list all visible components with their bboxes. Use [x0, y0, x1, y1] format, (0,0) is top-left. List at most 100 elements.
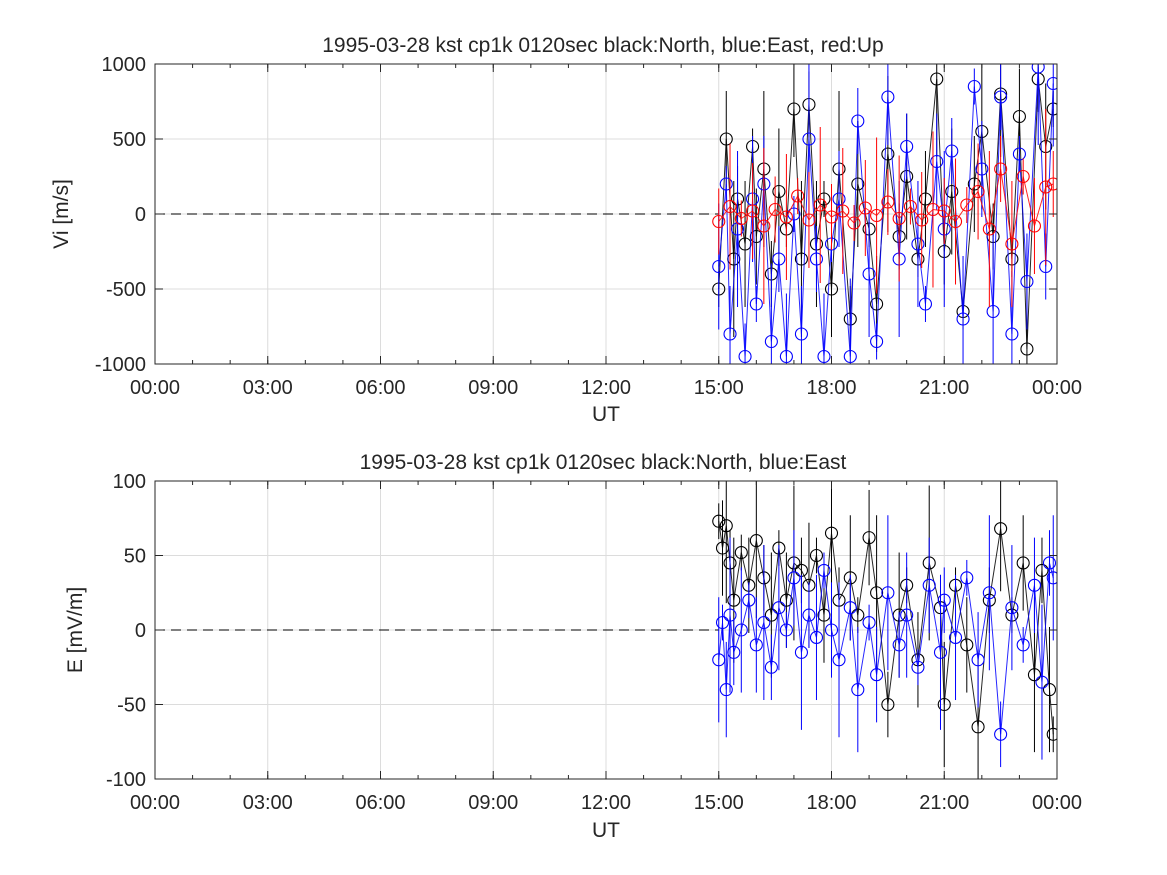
- data-point: [1016, 638, 1030, 652]
- data-point: [791, 189, 805, 203]
- y-tick-labels: -100 -50 0 50 100: [106, 471, 146, 791]
- data-point: [1046, 76, 1057, 91]
- data-series-layer: [712, 64, 1057, 364]
- data-point: [862, 267, 876, 281]
- data-point: [734, 545, 748, 560]
- data-point: [870, 297, 884, 311]
- x-tick-label: 09:00: [468, 377, 518, 399]
- data-point: [1046, 177, 1057, 191]
- data-series: [712, 515, 1057, 768]
- data-point: [1035, 675, 1049, 689]
- chart-title: 1995-03-28 kst cp1k 0120sec black:North,…: [322, 34, 883, 57]
- data-point: [1005, 237, 1019, 251]
- data-point: [994, 162, 1008, 176]
- x-tick-label: 00:00: [130, 377, 180, 399]
- data-point: [802, 608, 816, 622]
- chart-panel-velocity: 00:00 03:00 06:00 09:00 12:00 15:00 18:00 21:00…: [50, 34, 1082, 426]
- y-tick-label: -1000: [95, 354, 146, 376]
- data-point: [712, 653, 726, 667]
- data-point: [715, 541, 730, 555]
- data-point: [945, 144, 959, 158]
- data-point: [930, 154, 944, 169]
- y-tick-labels: -1000 -500 0 500 1000: [95, 54, 146, 376]
- data-point: [862, 531, 876, 545]
- data-point: [787, 102, 801, 116]
- tick-marks: [154, 480, 1058, 780]
- tick-marks: [154, 63, 1058, 365]
- data-point: [723, 327, 737, 341]
- data-point: [948, 630, 963, 645]
- data-point: [900, 608, 914, 622]
- y-tick-label: 500: [113, 129, 146, 151]
- data-point: [1031, 64, 1045, 74]
- data-point: [960, 638, 974, 652]
- data-point: [824, 526, 839, 540]
- data-point: [843, 349, 857, 364]
- data-point: [1042, 683, 1057, 697]
- data-point: [779, 349, 793, 364]
- data-point: [715, 615, 730, 630]
- data-point: [794, 327, 808, 341]
- data-point: [945, 184, 959, 199]
- data-point: [757, 615, 771, 630]
- data-point: [768, 202, 782, 217]
- data-point: [1042, 556, 1057, 570]
- data-point: [712, 214, 726, 229]
- data-point: [1005, 327, 1019, 341]
- data-point: [772, 184, 786, 199]
- x-tick-label: 21:00: [919, 377, 969, 399]
- data-point: [772, 601, 786, 615]
- data-point: [817, 349, 831, 364]
- data-point: [933, 645, 948, 659]
- x-tick-label: 06:00: [355, 792, 405, 814]
- data-point: [723, 199, 737, 214]
- data-point: [802, 132, 816, 146]
- data-point: [967, 79, 981, 94]
- data-point: [764, 334, 778, 349]
- x-tick-labels: 00:00 03:00 06:00 09:00 12:00 15:00 18:00 21:00…: [130, 792, 1082, 814]
- x-axis-label: UT: [592, 819, 620, 842]
- data-point: [787, 571, 801, 585]
- y-tick-label: 100: [113, 471, 146, 493]
- data-point: [794, 645, 808, 659]
- data-point: [824, 210, 839, 224]
- data-point: [1005, 601, 1019, 615]
- data-point: [851, 683, 865, 697]
- x-tick-label: 03:00: [243, 792, 293, 814]
- data-point: [994, 522, 1008, 536]
- data-point: [712, 259, 726, 274]
- data-point: [1027, 219, 1041, 233]
- data-point: [911, 660, 925, 674]
- data-point: [1027, 668, 1041, 682]
- x-tick-label: 00:00: [1032, 792, 1082, 814]
- data-point: [746, 204, 760, 218]
- data-series-layer: [712, 481, 1057, 779]
- data-point: [749, 638, 763, 652]
- data-point: [922, 578, 936, 592]
- data-point: [742, 593, 756, 607]
- y-tick-label: 1000: [102, 54, 147, 76]
- y-tick-label: -100: [106, 769, 146, 791]
- data-point: [960, 198, 974, 212]
- data-point: [994, 90, 1008, 104]
- data-point: [1035, 563, 1049, 577]
- data-point: [1046, 571, 1057, 585]
- x-tick-label: 00:00: [130, 792, 180, 814]
- data-point: [749, 534, 763, 548]
- data-point: [843, 601, 857, 615]
- data-point: [982, 222, 996, 236]
- data-point: [824, 623, 839, 637]
- data-point: [719, 132, 733, 146]
- y-axis-label: E [mV/m]: [64, 587, 87, 673]
- chart-title: 1995-03-28 kst cp1k 0120sec black:North,…: [360, 451, 847, 474]
- data-point: [1046, 727, 1057, 741]
- data-point: [772, 252, 786, 266]
- data-point: [779, 593, 793, 607]
- data-point: [870, 208, 884, 223]
- data-point: [870, 334, 884, 349]
- data-point: [918, 192, 933, 206]
- data-point: [734, 211, 748, 226]
- y-tick-label: 50: [124, 546, 146, 568]
- data-point: [881, 90, 895, 104]
